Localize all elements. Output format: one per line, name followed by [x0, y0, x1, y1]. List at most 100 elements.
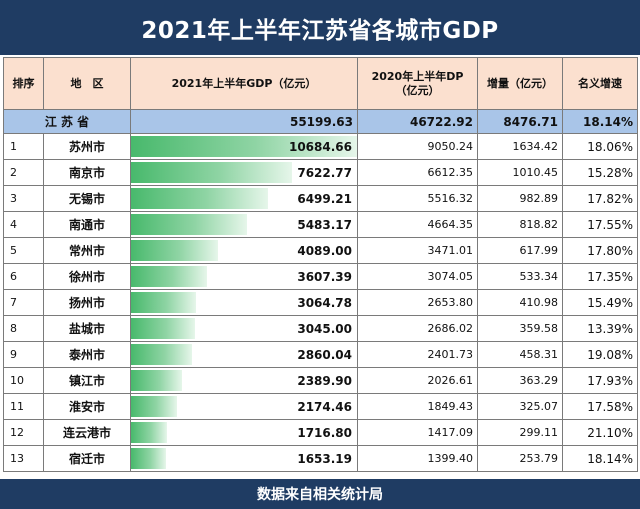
table-row: 6 徐州市 3607.39 3074.05 533.34 17.35% — [3, 263, 638, 290]
gdp-bar — [131, 240, 218, 261]
gdp-bar — [131, 344, 192, 365]
gdp-2021-cell: 3045.00 — [130, 315, 358, 342]
city-name-cell: 常州市 — [43, 237, 131, 264]
growth-cell: 17.58% — [562, 393, 638, 420]
gdp-2021-cell: 7622.77 — [130, 159, 358, 186]
gdp-bar — [131, 396, 178, 417]
gdp-2020-cell: 2653.80 — [357, 289, 478, 316]
gdp-2021-cell: 3064.78 — [130, 289, 358, 316]
table-row: 13 宿迁市 1653.19 1399.40 253.79 18.14% — [3, 445, 638, 472]
city-name-cell: 扬州市 — [43, 289, 131, 316]
gdp-bar — [131, 422, 168, 443]
growth-cell: 18.06% — [562, 133, 638, 160]
table-row: 11 淮安市 2174.46 1849.43 325.07 17.58% — [3, 393, 638, 420]
gdp-2021-value: 2860.04 — [297, 347, 352, 362]
table-row: 5 常州市 4089.00 3471.01 617.99 17.80% — [3, 237, 638, 264]
header-gdp-2020: 2020年上半年DP（亿元） — [357, 57, 478, 110]
gdp-bar — [131, 266, 208, 287]
province-total-row: 江 苏 省 55199.63 46722.92 8476.71 18.14% — [3, 109, 638, 134]
growth-cell: 13.39% — [562, 315, 638, 342]
increase-cell: 1010.45 — [477, 159, 563, 186]
rank-cell: 2 — [3, 159, 44, 186]
city-name-cell: 宿迁市 — [43, 445, 131, 472]
city-name-cell: 南京市 — [43, 159, 131, 186]
gdp-2021-cell: 6499.21 — [130, 185, 358, 212]
increase-cell: 299.11 — [477, 419, 563, 446]
gdp-2021-cell: 1716.80 — [130, 419, 358, 446]
rank-cell: 8 — [3, 315, 44, 342]
increase-cell: 253.79 — [477, 445, 563, 472]
rank-cell: 5 — [3, 237, 44, 264]
gdp-2021-value: 3045.00 — [297, 321, 352, 336]
gdp-2021-value: 3607.39 — [297, 269, 352, 284]
gdp-2020-cell: 6612.35 — [357, 159, 478, 186]
gdp-2021-cell: 1653.19 — [130, 445, 358, 472]
growth-cell: 21.10% — [562, 419, 638, 446]
growth-cell: 17.82% — [562, 185, 638, 212]
gdp-2021-cell: 10684.66 — [130, 133, 358, 160]
gdp-2021-cell: 5483.17 — [130, 211, 358, 238]
rank-cell: 10 — [3, 367, 44, 394]
gdp-2020-cell: 5516.32 — [357, 185, 478, 212]
growth-cell: 17.93% — [562, 367, 638, 394]
increase-cell: 363.29 — [477, 367, 563, 394]
gdp-2020-cell: 4664.35 — [357, 211, 478, 238]
gdp-2020-cell: 2401.73 — [357, 341, 478, 368]
gdp-2021-value: 7622.77 — [297, 165, 352, 180]
province-name: 江 苏 省 — [3, 109, 131, 134]
gdp-2020-cell: 2686.02 — [357, 315, 478, 342]
increase-cell: 325.07 — [477, 393, 563, 420]
increase-cell: 982.89 — [477, 185, 563, 212]
city-name-cell: 淮安市 — [43, 393, 131, 420]
rank-cell: 6 — [3, 263, 44, 290]
increase-cell: 533.34 — [477, 263, 563, 290]
gdp-2021-value: 2174.46 — [297, 399, 352, 414]
gdp-2020-cell: 1849.43 — [357, 393, 478, 420]
increase-cell: 1634.42 — [477, 133, 563, 160]
growth-cell: 15.49% — [562, 289, 638, 316]
rank-cell: 1 — [3, 133, 44, 160]
source-footer: 数据来自相关统计局 — [0, 479, 640, 509]
gdp-2020-cell: 9050.24 — [357, 133, 478, 160]
province-increase: 8476.71 — [477, 109, 563, 134]
growth-cell: 17.55% — [562, 211, 638, 238]
gdp-2021-value: 3064.78 — [297, 295, 352, 310]
rank-cell: 3 — [3, 185, 44, 212]
header-increase: 增量（亿元） — [477, 57, 563, 110]
gdp-bar — [131, 188, 269, 209]
gdp-bar — [131, 318, 196, 339]
growth-cell: 19.08% — [562, 341, 638, 368]
table-row: 12 连云港市 1716.80 1417.09 299.11 21.10% — [3, 419, 638, 446]
increase-cell: 818.82 — [477, 211, 563, 238]
rank-cell: 12 — [3, 419, 44, 446]
table-row: 7 扬州市 3064.78 2653.80 410.98 15.49% — [3, 289, 638, 316]
city-name-cell: 南通市 — [43, 211, 131, 238]
table-row: 3 无锡市 6499.21 5516.32 982.89 17.82% — [3, 185, 638, 212]
increase-cell: 410.98 — [477, 289, 563, 316]
increase-cell: 359.58 — [477, 315, 563, 342]
gdp-2020-cell: 3471.01 — [357, 237, 478, 264]
table-header-row: 排序 地 区 2021年上半年GDP（亿元） 2020年上半年DP（亿元） 增量… — [3, 57, 638, 110]
increase-cell: 617.99 — [477, 237, 563, 264]
gdp-2021-value: 4089.00 — [297, 243, 352, 258]
city-name-cell: 连云港市 — [43, 419, 131, 446]
city-name-cell: 泰州市 — [43, 341, 131, 368]
province-gdp-2020: 46722.92 — [357, 109, 478, 134]
rank-cell: 9 — [3, 341, 44, 368]
gdp-2021-cell: 3607.39 — [130, 263, 358, 290]
table-row: 8 盐城市 3045.00 2686.02 359.58 13.39% — [3, 315, 638, 342]
province-gdp-2021: 55199.63 — [130, 109, 358, 134]
gdp-bar — [131, 162, 293, 183]
gdp-2020-cell: 1417.09 — [357, 419, 478, 446]
increase-cell: 458.31 — [477, 341, 563, 368]
gdp-2020-cell: 1399.40 — [357, 445, 478, 472]
table-row: 9 泰州市 2860.04 2401.73 458.31 19.08% — [3, 341, 638, 368]
city-name-cell: 无锡市 — [43, 185, 131, 212]
gdp-bar — [131, 136, 357, 157]
header-rank: 排序 — [3, 57, 44, 110]
growth-cell: 15.28% — [562, 159, 638, 186]
gdp-2020-cell: 3074.05 — [357, 263, 478, 290]
gdp-bar — [131, 370, 182, 391]
gdp-2021-cell: 2174.46 — [130, 393, 358, 420]
gdp-table: 排序 地 区 2021年上半年GDP（亿元） 2020年上半年DP（亿元） 增量… — [3, 57, 638, 472]
